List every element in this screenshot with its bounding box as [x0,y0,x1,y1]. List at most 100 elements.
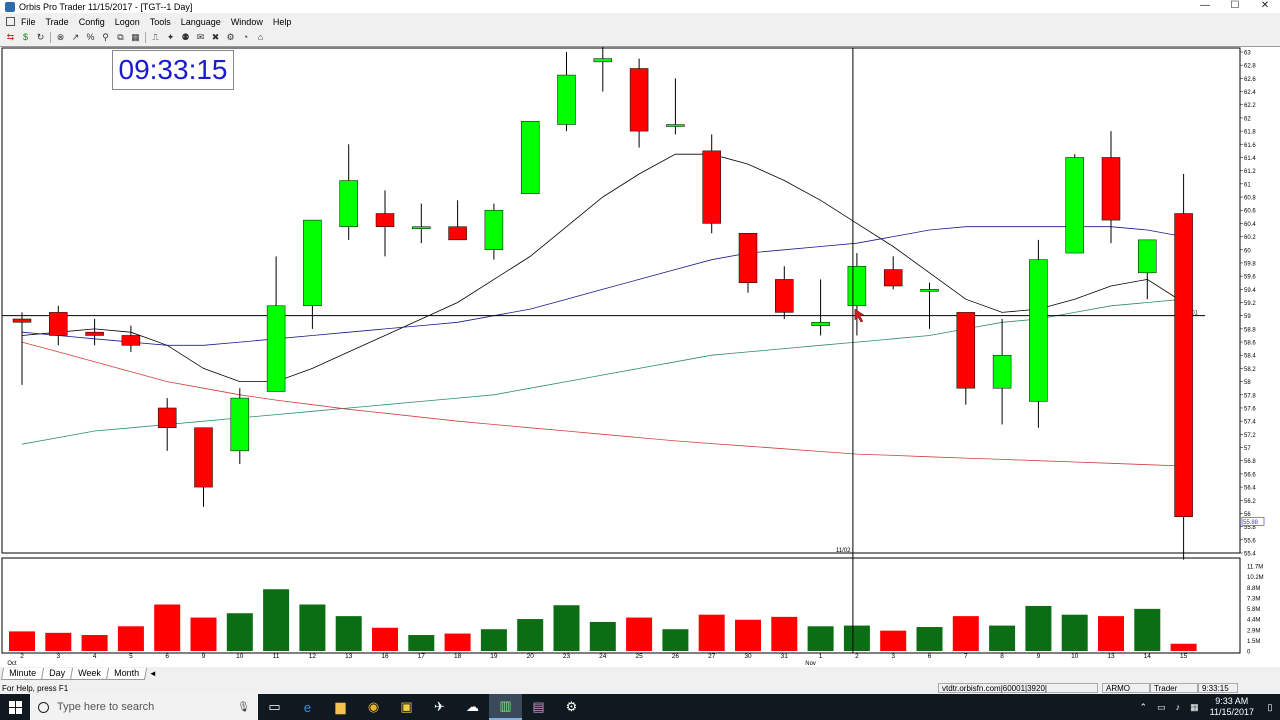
app-cloud-icon[interactable]: ☁ [466,699,479,714]
volume-bar [299,604,326,651]
orbis-trader-icon[interactable]: ▥ [489,694,522,720]
chart-up-icon[interactable]: ↗ [71,31,80,42]
last-price-tag: 55.88 [1243,520,1259,526]
document-icon[interactable] [6,17,15,26]
chevron-up-icon[interactable]: ⌃ [1139,701,1148,712]
link-icon[interactable]: ⚲ [102,31,109,42]
candle-body [1065,157,1084,254]
month-tick-label: Nov [805,661,816,667]
date-tick-label: 20 [527,653,535,660]
candle-body [375,213,395,227]
taskbar-clock[interactable]: 9:33 AM 11/15/2017 [1210,696,1254,718]
percent-icon[interactable]: % [86,31,95,42]
file-explorer-icon[interactable]: ▆ [335,699,346,714]
candle-body [702,150,721,224]
price-tick-label: 61 [1244,182,1251,188]
gauge-icon[interactable]: ◔ [242,31,249,42]
volume-tick-label: 10.2M [1247,575,1264,581]
magic-icon[interactable]: ✦ [166,31,175,42]
price-tick-label: 59.2 [1244,301,1256,307]
date-tick-label: 15 [1180,653,1188,660]
app-ship-icon[interactable]: ✈ [434,699,445,714]
price-panel [1,47,1241,554]
clock-display: 09:33:15 [112,50,234,90]
taskbar-search[interactable]: Type here to search 🎙 [30,694,258,720]
tab-minute[interactable]: Minute [0,667,45,680]
volume-bar [372,627,398,651]
candle-body [448,226,467,241]
volume-bar [771,616,798,651]
menu-config[interactable]: Config [78,16,105,27]
chart-line-icon[interactable]: ⎍ [152,31,159,42]
window-title: Orbis Pro Trader 11/15/2017 - [TGT--1 Da… [19,1,193,12]
date-tick-label: 31 [781,653,789,660]
refresh-icon[interactable]: ↻ [36,31,45,42]
candle-body [629,68,649,132]
menu-trade[interactable]: Trade [45,16,69,27]
candle-body [121,335,141,346]
menu-logon[interactable]: Logon [114,16,140,27]
price-tick-label: 57.8 [1244,393,1256,399]
tab-month[interactable]: Month [105,667,147,680]
date-tick-label: 10 [236,653,244,660]
close-button[interactable]: ✕ [1260,0,1270,11]
app-wheel-icon[interactable]: ⚙ [565,699,578,714]
network-icon[interactable]: ▭ [1157,701,1166,712]
edge-browser-icon[interactable]: e [303,699,312,715]
date-tick-label: 14 [1144,653,1152,660]
tab-week[interactable]: Week [69,667,109,680]
volume-bar [81,635,108,651]
maximize-button[interactable]: ☐ [1230,0,1240,11]
date-tick-label: 30 [744,653,752,660]
app-purple-icon[interactable]: ▤ [532,699,545,714]
task-view-icon[interactable]: ▭ [268,699,281,714]
settings-icon[interactable]: ⚙ [226,31,235,42]
app-yellow-icon[interactable]: ▣ [400,699,413,714]
volume-bar [190,617,217,651]
date-tick-label: 12 [309,653,317,660]
price-tick-label: 61.4 [1244,156,1256,162]
menu-file[interactable]: File [21,16,36,27]
date-tick-label: 26 [672,653,680,660]
search-placeholder: Type here to search [57,701,155,713]
mail-icon[interactable]: ✉ [196,31,205,42]
volume-bar [989,625,1016,651]
compass-icon[interactable]: ⊗ [56,31,65,42]
lock-icon[interactable]: ⌂ [257,31,264,42]
menu-window[interactable]: Window [230,16,263,27]
volume-bar [1134,608,1161,651]
price-tick-label: 57.6 [1244,406,1256,412]
minimize-button[interactable]: — [1200,0,1210,11]
tab-scroll-left-icon[interactable]: ◄ [148,669,157,678]
price-chart[interactable]: 6362.862.662.462.26261.861.661.461.26160… [0,38,1280,668]
copy-icon[interactable]: ⧉ [117,31,124,42]
volume-icon[interactable]: ♪ [1175,702,1181,712]
start-button[interactable] [0,694,30,720]
menu-language[interactable]: Language [180,16,221,27]
grid-icon[interactable]: ▦ [131,31,140,42]
people-icon[interactable]: ⚉ [181,31,190,42]
tab-day[interactable]: Day [40,667,74,680]
trade-arrows-icon[interactable]: ⇆ [6,31,15,42]
menu-tools[interactable]: Tools [149,16,171,27]
price-tick-label: 59.6 [1244,275,1256,281]
notification-icon[interactable]: ▯ [1267,701,1273,712]
price-tick-label: 60.4 [1244,222,1256,228]
keyboard-icon[interactable]: ▦ [1190,701,1199,712]
candle-body [1029,259,1048,402]
date-tick-label: 10 [1071,653,1079,660]
dollar-icon[interactable]: $ [22,31,28,42]
candle-body [847,265,867,307]
menu-help[interactable]: Help [272,16,292,27]
candle-body [593,58,613,63]
candle-body [956,312,976,389]
toolbar-separator [50,31,51,43]
volume-bar [263,589,290,651]
date-tick-label: 2 [855,653,859,660]
microphone-icon[interactable]: 🎙 [237,701,250,713]
candle-body [883,269,903,287]
tools-icon[interactable]: ✖ [211,31,220,42]
chart-area[interactable]: 63 62.8 62.6 62.4 62.2 62 61.8 61.6 61.4 61.2 61 60… [0,38,1280,668]
volume-bar [1170,643,1197,651]
chrome-icon[interactable]: ◉ [367,699,380,714]
